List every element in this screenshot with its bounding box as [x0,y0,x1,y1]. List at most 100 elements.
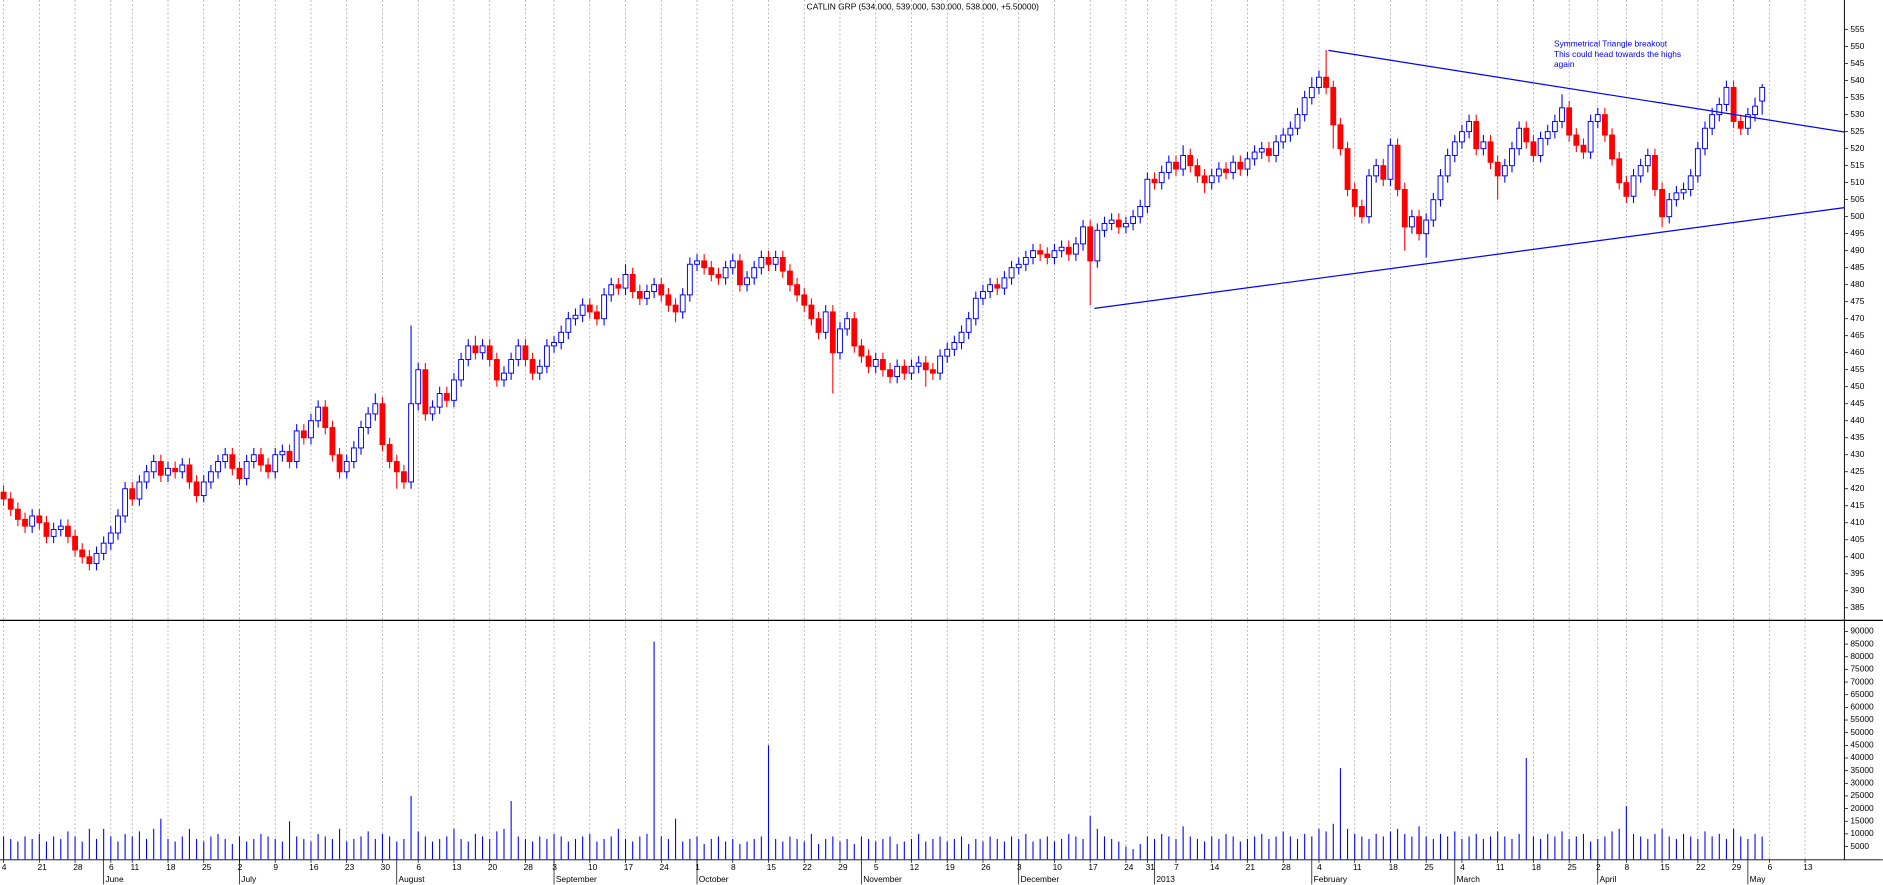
candle-body [1444,154,1451,177]
candle-body [1723,86,1730,105]
y-tick-label: 485 [1850,262,1864,272]
candle-body [987,284,994,292]
candle-body [837,328,843,354]
candle-body [1072,243,1079,255]
candle-body [601,294,607,320]
candle-body [651,284,658,292]
month-label: December [1021,874,1060,884]
candle-body [1130,216,1136,224]
candle-body [658,284,665,296]
candle-body [336,454,343,473]
candle-body [1323,76,1330,88]
candle-body [615,284,622,289]
candle-body [801,294,808,306]
candle-body [272,454,279,473]
candle-body [729,260,736,269]
candle-body [0,491,7,500]
y-tick-label: 525 [1850,126,1864,136]
candle-body [851,318,858,347]
annotation-line: Symmetrical Triangle breakout [1554,39,1668,49]
candle-body [1687,175,1694,190]
candle-body [1516,127,1523,150]
y-tick-label: 395 [1850,568,1864,578]
candle-body [679,294,686,313]
candle-body [393,461,400,473]
y-tick-label: 530 [1850,109,1864,119]
candle-body [329,427,336,456]
candle-body [908,365,915,374]
candle-body [808,304,815,320]
candle-body [458,359,465,381]
x-tick-label: 28 [524,862,534,872]
marks-layer [0,50,1766,860]
x-tick-label: 6 [416,862,421,872]
candle-body [879,359,886,371]
triangle-lower-trendline [1094,207,1845,309]
candle-body [515,345,522,360]
candle-body [1401,188,1408,228]
candle-body [872,359,879,367]
candle-body [115,515,121,534]
volume-tick-label: 50000 [1850,727,1874,737]
candle-body [536,365,543,374]
candle-body [436,393,443,408]
candle-body [1459,131,1465,143]
candle-body [579,304,586,316]
x-tick-label: 23 [345,862,355,872]
candle-body [65,525,71,537]
y-tick-label: 475 [1850,296,1864,306]
candle-body [844,318,851,330]
x-tick-label: 17 [624,862,634,872]
candle-body [565,318,572,333]
candle-body [1187,154,1194,167]
candle-body [1015,263,1022,269]
x-tick-label: 3 [1017,862,1022,872]
candle-body [365,413,372,429]
month-label: May [1750,874,1767,884]
volume-tick-label: 90000 [1850,626,1874,636]
candle-body [1659,188,1666,218]
y-tick-label: 465 [1850,330,1864,340]
candle-body [822,311,829,333]
volume-tick-label: 75000 [1850,664,1874,674]
candle-body [36,515,43,524]
candle-body [350,447,357,463]
candle-body [1001,277,1008,289]
y-tick-label: 535 [1850,92,1864,102]
candle-body [1273,141,1279,156]
x-tick-label: 29 [838,862,848,872]
candle-body [1223,168,1229,173]
candle-body [529,359,536,374]
candle-body [415,369,422,405]
candle-body [1208,175,1215,184]
candle-body [1752,105,1758,116]
y-tick-label: 425 [1850,466,1864,476]
candle-body [1344,148,1351,190]
candle-body [865,355,872,367]
candle-body [1666,199,1673,218]
candle-body [400,471,407,483]
candle-body [894,365,901,378]
y-tick-label: 455 [1850,364,1864,374]
candle-body [122,488,129,517]
candle-body [279,450,286,456]
candle-body [1551,120,1558,133]
candle-body [286,450,293,463]
candle-body [93,552,100,565]
y-tick-label: 495 [1850,228,1864,238]
x-tick-label: 6 [109,862,114,872]
candle-body [1180,154,1187,170]
month-label: October [699,874,729,884]
candle-body [493,359,500,381]
volume-tick-label: 25000 [1850,790,1874,800]
candle-body [1237,161,1244,170]
candle-body [1694,148,1701,177]
volume-tick-label: 40000 [1850,752,1874,762]
volume-tick-label: 35000 [1850,765,1874,775]
candle-body [1358,205,1365,218]
candle-body [1416,216,1422,235]
y-tick-label: 460 [1850,347,1864,357]
candle-body [1022,257,1029,265]
candle-body [1423,219,1430,235]
